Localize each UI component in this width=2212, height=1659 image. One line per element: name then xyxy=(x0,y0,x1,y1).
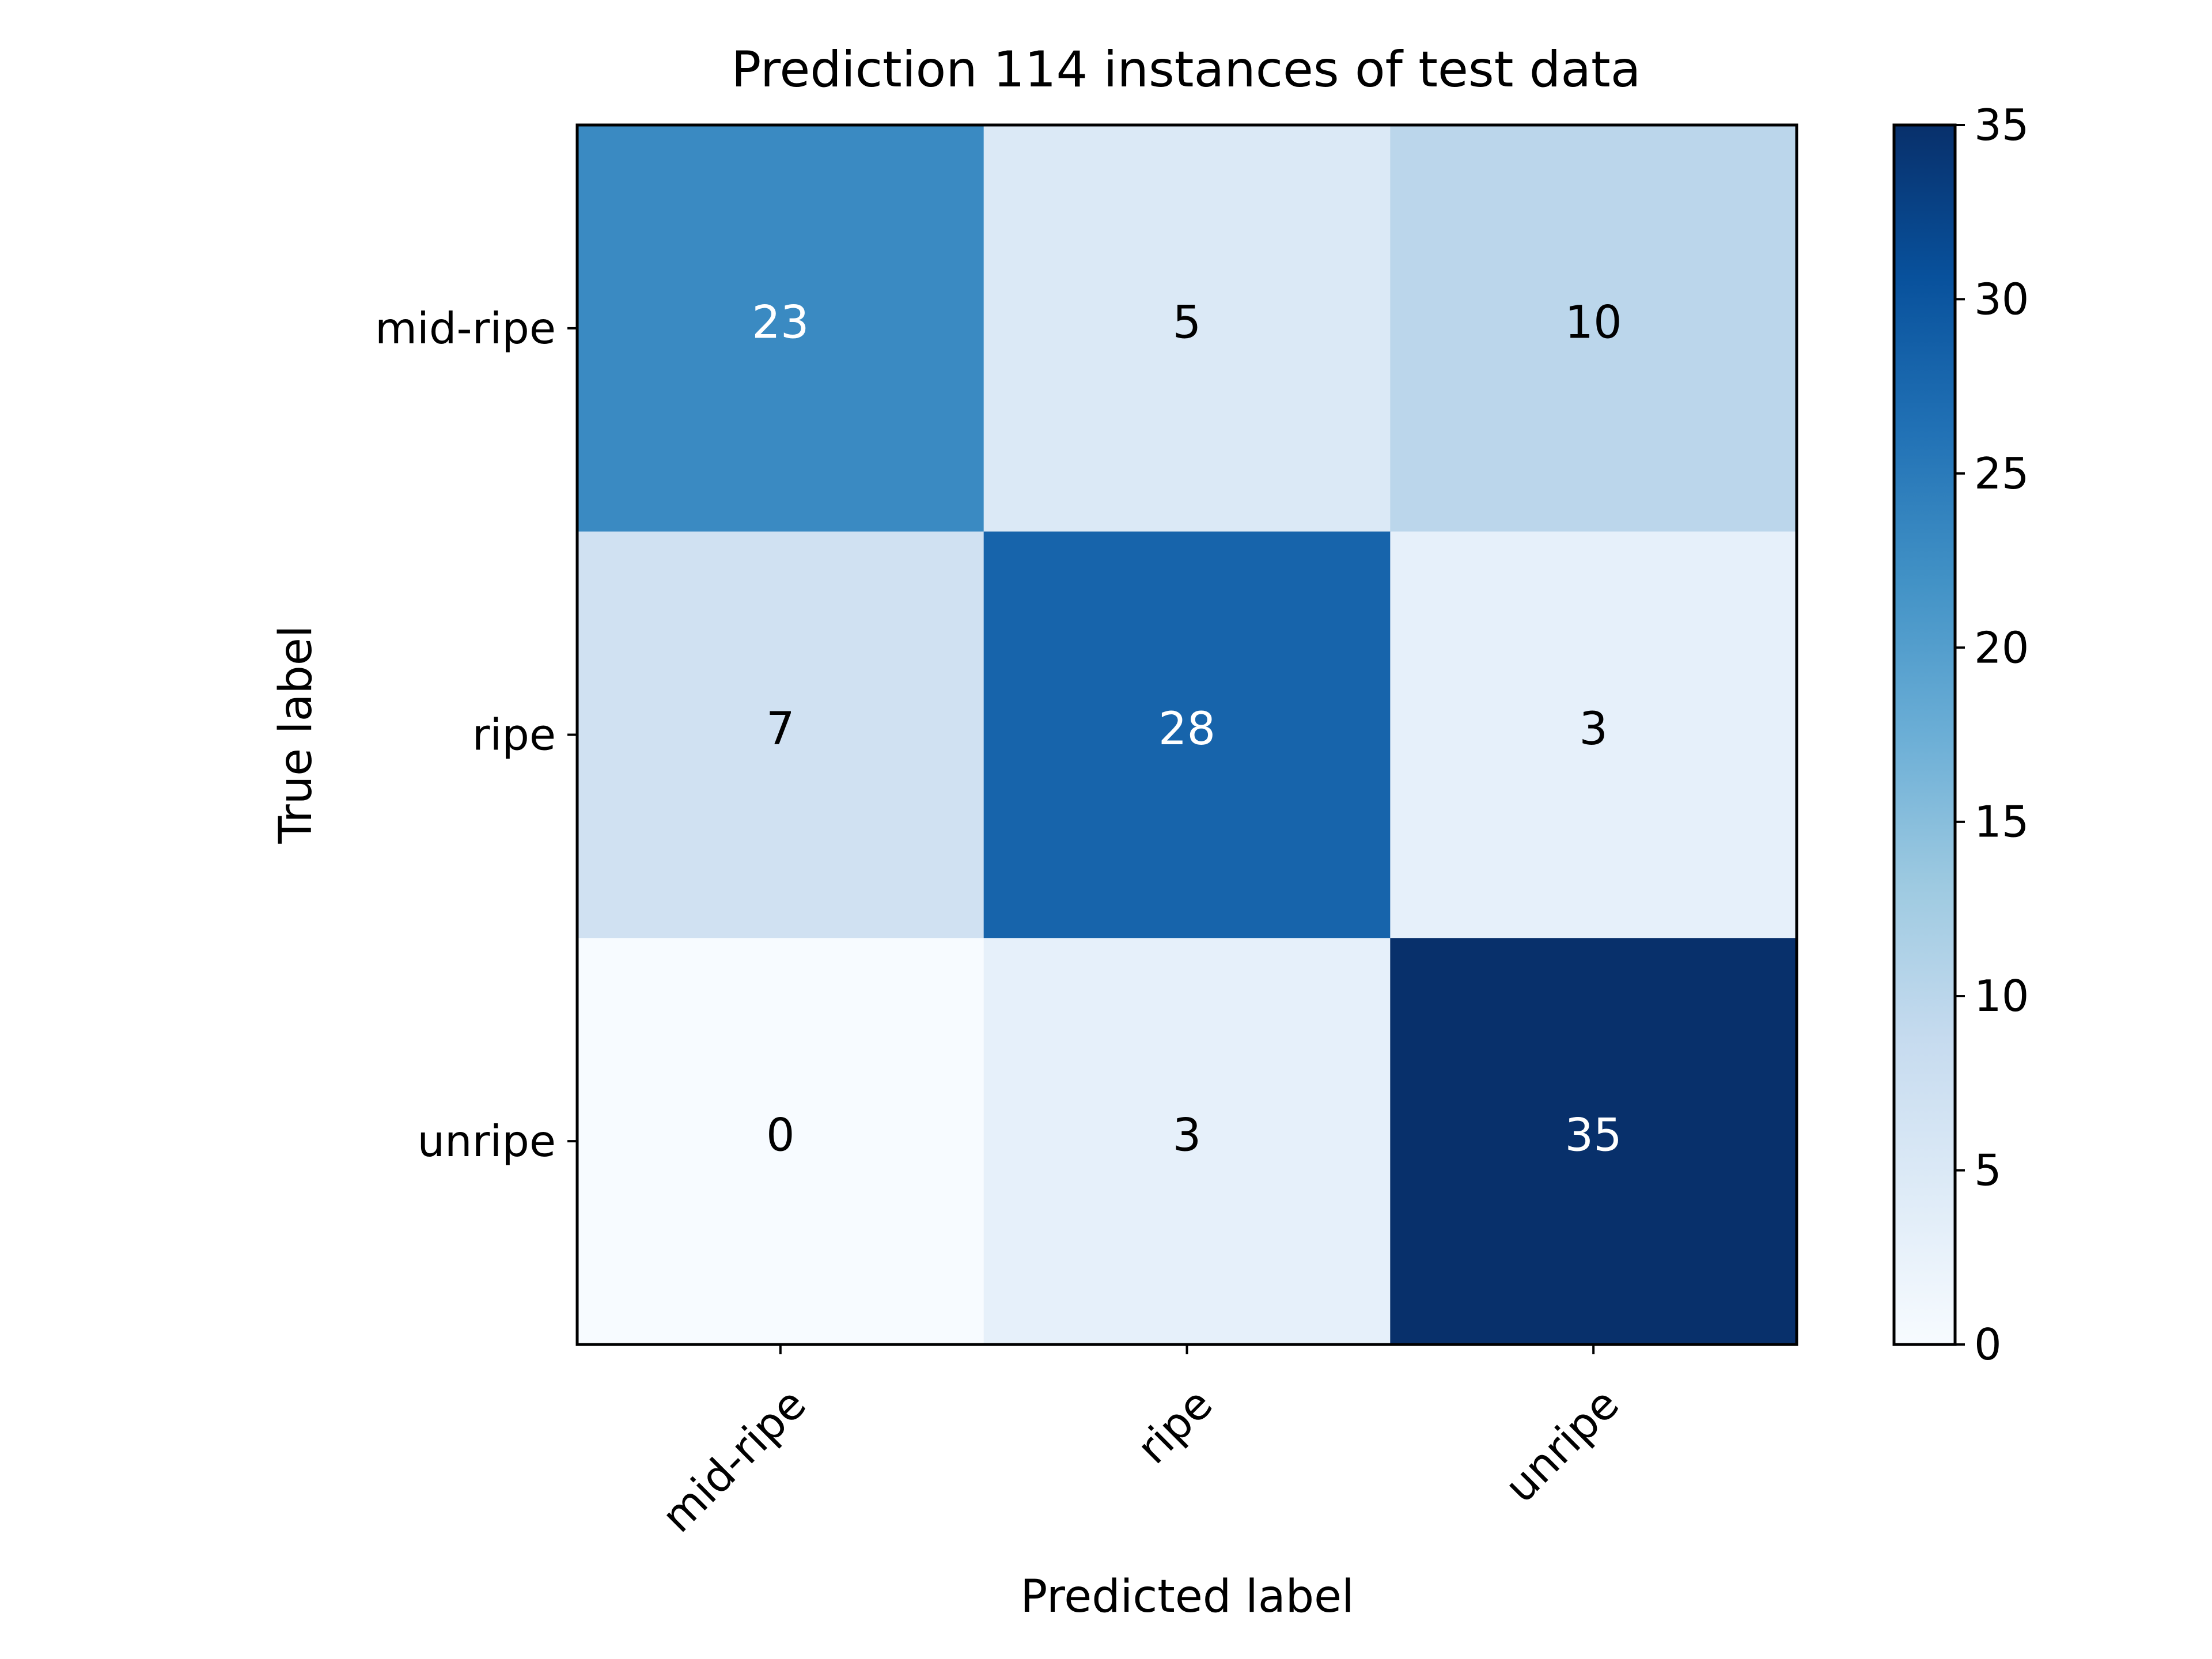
y-axis-label: True label xyxy=(270,625,322,844)
heatmap-cell xyxy=(983,125,1391,532)
heatmap-cell xyxy=(983,531,1391,938)
x-tick-label: ripe xyxy=(1127,1378,1222,1474)
heatmap-cells xyxy=(577,125,1797,1345)
heatmap-cell-labels: 23 5 10 7 28 3 0 3 35 xyxy=(752,297,1622,1161)
heatmap-cell xyxy=(577,938,984,1345)
y-axis-ticks: mid-ripe ripe unripe xyxy=(375,303,577,1166)
cell-value-label: 3 xyxy=(1173,1110,1202,1162)
colorbar-tick-label: 15 xyxy=(1974,797,2029,847)
colorbar xyxy=(1892,123,1957,1346)
x-tick-label: unripe xyxy=(1495,1378,1628,1512)
heatmap-cell xyxy=(577,125,984,532)
colorbar-tick-label: 30 xyxy=(1974,274,2029,324)
y-tick-label: mid-ripe xyxy=(375,303,556,354)
colorbar-tick-label: 5 xyxy=(1974,1145,2002,1196)
chart-title: Prediction 114 instances of test data xyxy=(732,41,1641,99)
x-axis-label: Predicted label xyxy=(1020,1571,1354,1623)
cell-value-label: 28 xyxy=(1158,703,1215,755)
cell-value-label: 5 xyxy=(1173,297,1202,349)
heatmap-cell xyxy=(1390,531,1797,938)
y-tick-label: unripe xyxy=(418,1116,556,1166)
colorbar-tick-label: 0 xyxy=(1974,1319,2002,1370)
heatmap-cell xyxy=(1390,125,1797,532)
cell-value-label: 35 xyxy=(1565,1110,1622,1162)
x-axis-ticks: mid-ripe ripe unripe xyxy=(652,1344,1628,1542)
colorbar-tick-label: 35 xyxy=(1974,100,2029,150)
cell-value-label: 23 xyxy=(752,297,809,349)
y-tick-label: ripe xyxy=(472,710,556,760)
cell-value-label: 3 xyxy=(1579,703,1608,755)
x-tick-label: mid-ripe xyxy=(652,1378,816,1542)
colorbar-tick-label: 25 xyxy=(1974,448,2029,499)
cell-value-label: 10 xyxy=(1565,297,1622,349)
cell-value-label: 7 xyxy=(766,703,795,755)
heatmap-cell xyxy=(983,938,1391,1345)
colorbar-tick-label: 20 xyxy=(1974,622,2029,673)
heatmap-cell xyxy=(1390,938,1797,1345)
colorbar-ticks: 0 5 10 15 20 25 30 35 xyxy=(1955,100,2029,1370)
heatmap-cell xyxy=(577,531,984,938)
colorbar-tick-label: 10 xyxy=(1974,971,2029,1021)
cell-value-label: 0 xyxy=(766,1110,795,1162)
